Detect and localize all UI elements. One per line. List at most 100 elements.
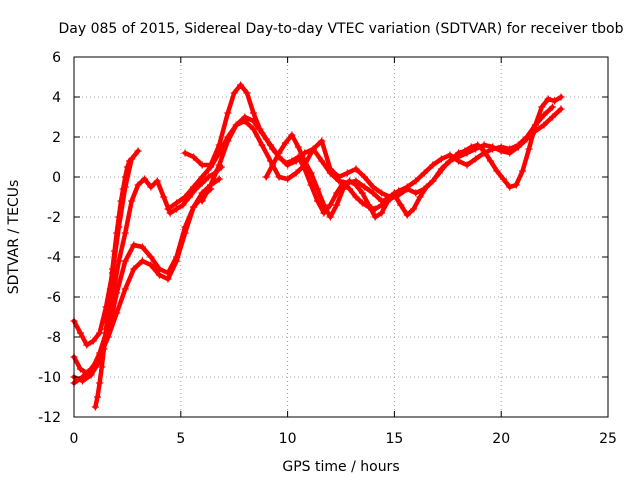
data-points [70,81,565,411]
data-point [164,275,172,283]
x-tick-label: 15 [385,431,403,447]
data-point [215,161,223,169]
data-point [531,121,539,129]
grid [74,57,608,417]
y-tick-label: -4 [47,250,61,266]
data-point [126,157,134,165]
data-point [134,181,142,189]
data-point [173,199,181,207]
x-tick-label: 25 [599,431,617,447]
data-point [333,189,341,197]
x-tick-label: 20 [492,431,510,447]
data-point [237,81,245,89]
data-point [472,145,480,153]
data-point [76,365,84,373]
data-point [123,163,131,171]
data-point [346,185,354,193]
data-point [352,193,360,201]
data-point [153,177,161,185]
data-point [113,289,121,297]
data-point [437,155,445,163]
series-line [71,176,222,386]
data-point [128,197,136,205]
data-point [301,157,309,165]
data-point [281,139,289,147]
data-point [91,403,99,411]
data-point [147,183,155,191]
data-point [258,141,266,149]
data-point [314,185,322,193]
data-point [403,211,411,219]
data-point [121,229,129,237]
data-point [420,169,428,177]
data-point [76,329,84,337]
y-tick-label: -10 [38,370,61,386]
data-point [106,285,114,293]
data-point [540,111,548,119]
data-point [307,169,315,177]
data-point [499,175,507,183]
data-point [205,173,213,181]
data-point [267,141,275,149]
y-tick-label: -12 [38,410,61,426]
data-point [249,125,257,133]
data-point [318,157,326,165]
series-track-4 [70,175,223,387]
data-point [292,169,300,177]
data-point [230,89,238,97]
data-point [472,155,480,163]
x-tick-label: 0 [70,431,79,447]
data-point [403,183,411,191]
data-point [198,161,206,169]
plot-frame [73,56,609,418]
data-point [164,205,172,213]
data-point [339,185,347,193]
data-point [463,161,471,169]
data-point [140,175,148,183]
data-point [397,201,405,209]
data-point [318,137,326,145]
data-point [181,149,189,157]
data-point [83,341,91,349]
data-point [506,145,514,153]
data-point [480,149,488,157]
data-point [130,241,138,249]
data-point [115,213,123,221]
data-point [544,95,552,103]
data-point [98,363,106,371]
data-point [335,173,343,181]
data-point [412,189,420,197]
y-tick-label: -2 [47,210,61,226]
data-point [519,167,527,175]
data-point [343,169,351,177]
data-point [258,129,266,137]
data-point [87,371,95,379]
data-point [463,149,471,157]
data-point [358,199,366,207]
data-point [241,117,249,125]
data-point [429,161,437,169]
data-point [384,197,392,205]
data-point [275,149,283,157]
data-point [548,103,556,111]
data-point [512,181,520,189]
data-point [446,151,454,159]
y-tick-label: 4 [52,90,61,106]
data-point [378,197,386,205]
data-point [548,113,556,121]
data-point [346,177,354,185]
data-point [326,201,334,209]
data-point [243,89,251,97]
data-point [487,157,495,165]
data-point [119,185,127,193]
data-point [190,153,198,161]
data-point [96,329,104,337]
chart-title: Day 085 of 2015, Sidereal Day-to-day VTE… [58,21,623,37]
data-point [326,165,334,173]
data-point [480,141,488,149]
data-point [160,193,168,201]
data-point [173,257,181,265]
data-point [551,97,559,105]
data-point [420,185,428,193]
